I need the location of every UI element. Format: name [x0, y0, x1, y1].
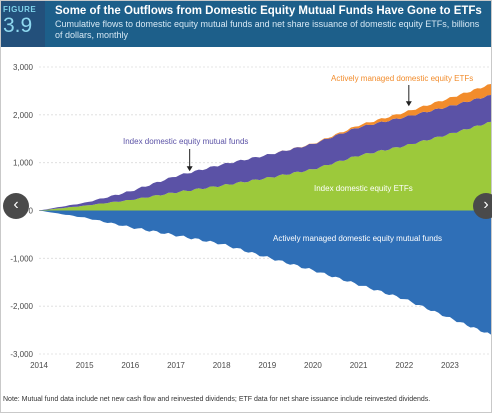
chevron-left-icon: ‹ [13, 196, 19, 213]
next-slide-button[interactable]: › [473, 193, 492, 219]
x-tick-label: 2021 [350, 361, 368, 370]
x-tick-label: 2019 [258, 361, 276, 370]
figure-number: 3.9 [3, 14, 33, 37]
x-tick-label: 2023 [441, 361, 459, 370]
chevron-right-icon: › [483, 196, 489, 213]
annotation-index-etfs: Index domestic equity ETFs [314, 184, 413, 193]
chart-annotations: Actively managed domestic equity ETFs Ind… [123, 74, 473, 243]
x-tick-label: 2016 [121, 361, 139, 370]
y-tick-label: -2,000 [10, 302, 33, 311]
x-tick-label: 2014 [30, 361, 48, 370]
annotation-active-etfs: Actively managed domestic equity ETFs [331, 74, 473, 83]
chart-svg: -3,000 -2,000 -1,000 0 1,000 2,000 3,000 2014 20… [10, 63, 491, 370]
axis-labels: -3,000 -2,000 -1,000 0 1,000 2,000 3,000 2014 20… [10, 63, 459, 370]
x-tick-label: 2015 [76, 361, 94, 370]
annotation-arrow-index-mutual-funds-head [186, 166, 193, 172]
y-tick-label: 3,000 [13, 63, 34, 72]
area-index-etfs [39, 121, 491, 211]
chart-subtitle: Cumulative flows to domestic equity mutu… [55, 19, 480, 40]
x-tick-label: 2020 [304, 361, 322, 370]
figure-header: FIGURE 3.9 Some of the Outflows from Dom… [1, 1, 491, 47]
previous-slide-button[interactable]: ‹ [3, 193, 29, 219]
annotation-index-mutual-funds: Index domestic equity mutual funds [123, 137, 248, 146]
x-tick-label: 2022 [395, 361, 413, 370]
y-tick-label: -1,000 [10, 254, 33, 263]
y-tick-label: 1,000 [13, 159, 34, 168]
annotation-active-mutual-funds: Actively managed domestic equity mutual … [273, 234, 442, 243]
figure-badge: FIGURE 3.9 [1, 1, 45, 47]
area-index-mutual-funds [39, 95, 491, 211]
chart-title: Some of the Outflows from Domestic Equit… [55, 5, 482, 17]
y-tick-label: -3,000 [10, 350, 33, 359]
chart-note: Note: Mutual fund data include net new c… [3, 396, 431, 403]
area-active-mutual-funds [39, 210, 491, 335]
figure-word: FIGURE [3, 5, 37, 14]
chart-areas [39, 84, 491, 335]
y-tick-label: 0 [29, 207, 34, 216]
x-tick-label: 2018 [213, 361, 231, 370]
x-tick-label: 2017 [167, 361, 185, 370]
annotation-arrow-active-etfs-head [405, 101, 412, 107]
y-tick-label: 2,000 [13, 111, 34, 120]
